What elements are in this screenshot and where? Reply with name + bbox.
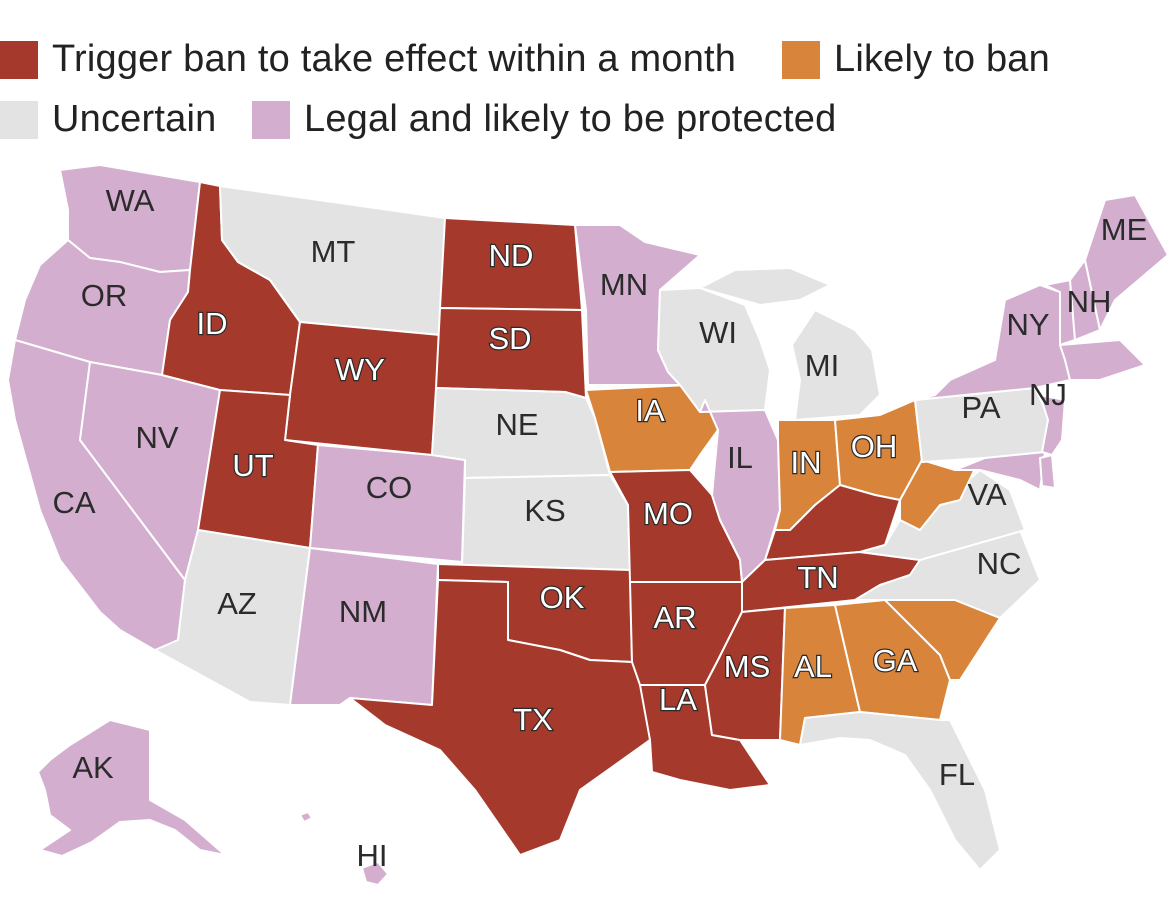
state-label-ak: AK: [72, 750, 114, 785]
state-tx: [349, 579, 661, 856]
state-label-ms: MS: [724, 649, 771, 684]
state-label-ca: CA: [52, 485, 95, 520]
state-vt: [1044, 279, 1076, 346]
state-label-wy: WY: [335, 352, 385, 387]
state-nj: [1039, 394, 1066, 456]
state-label-mn: MN: [600, 267, 648, 302]
legend-swatch-likely-to-ban: [782, 40, 820, 79]
state-label-mt: MT: [311, 234, 356, 269]
state-label-tx: TX: [513, 702, 553, 737]
state-label-id: ID: [197, 306, 228, 341]
state-label-hi: HI: [357, 838, 388, 873]
state-label-al: AL: [794, 649, 832, 684]
state-label-ga: GA: [873, 643, 918, 678]
state-label-ar: AR: [653, 600, 696, 635]
state-label-tn: TN: [797, 560, 838, 595]
state-label-nv: NV: [135, 420, 178, 455]
legend-item-uncertain: Uncertain: [0, 98, 216, 141]
state-label-nm: NM: [339, 594, 387, 629]
state-label-va: VA: [967, 477, 1006, 512]
state-label-la: LA: [659, 682, 697, 717]
state-label-nj: NJ: [1029, 377, 1067, 412]
state-de: [1039, 454, 1056, 489]
state-label-ks: KS: [524, 493, 565, 528]
state-label-nh: NH: [1067, 284, 1112, 319]
state-label-ut: UT: [232, 448, 273, 483]
state-mi-up: [699, 267, 831, 306]
state-mi: [791, 309, 881, 421]
state-wv: [899, 457, 981, 531]
state-label-or: OR: [81, 278, 128, 313]
state-label-nd: ND: [489, 238, 534, 273]
state-hi: [361, 861, 389, 886]
state-label-co: CO: [366, 470, 413, 505]
state-label-mo: MO: [643, 496, 693, 531]
state-label-il: IL: [727, 440, 753, 475]
legend-label-uncertain: Uncertain: [52, 98, 217, 140]
state-label-nc: NC: [977, 546, 1022, 581]
state-ak: [37, 719, 226, 857]
state-fl: [799, 711, 1001, 871]
state-label-me: ME: [1101, 212, 1148, 247]
state-il: [699, 399, 781, 583]
state-hi-small: [299, 811, 313, 823]
legend-swatch-legal-protected: [252, 100, 290, 139]
state-label-ia: IA: [635, 393, 665, 428]
state-label-ok: OK: [540, 580, 585, 615]
state-label-mi: MI: [805, 348, 839, 383]
state-label-wi: WI: [699, 315, 737, 350]
legend-swatch-trigger-ban: [0, 40, 38, 79]
state-me: [1084, 194, 1169, 331]
legend-label-trigger-ban: Trigger ban to take effect within a mont…: [52, 38, 737, 80]
legend-label-legal-protected: Legal and likely to be protected: [304, 98, 837, 140]
state-label-wa: WA: [106, 183, 155, 218]
legend-item-likely-to-ban: Likely to ban: [782, 38, 1050, 81]
state-label-az: AZ: [217, 586, 257, 621]
state-label-fl: FL: [939, 757, 975, 792]
state-label-oh: OH: [851, 429, 898, 464]
state-label-sd: SD: [488, 321, 531, 356]
state-label-ne: NE: [495, 407, 538, 442]
legend-label-likely-to-ban: Likely to ban: [834, 38, 1050, 80]
state-label-in: IN: [791, 445, 822, 480]
state-label-pa: PA: [961, 390, 1000, 425]
state-new-england-south: [1059, 339, 1146, 381]
legend-item-legal-protected: Legal and likely to be protected: [252, 98, 836, 141]
state-md: [954, 451, 1046, 491]
state-wy: [284, 321, 441, 456]
legend: Trigger ban to take effect within a mont…: [0, 0, 1170, 150]
legend-swatch-uncertain: [0, 100, 38, 139]
state-label-ny: NY: [1006, 307, 1049, 342]
legend-item-trigger-ban: Trigger ban to take effect within a mont…: [0, 38, 736, 81]
